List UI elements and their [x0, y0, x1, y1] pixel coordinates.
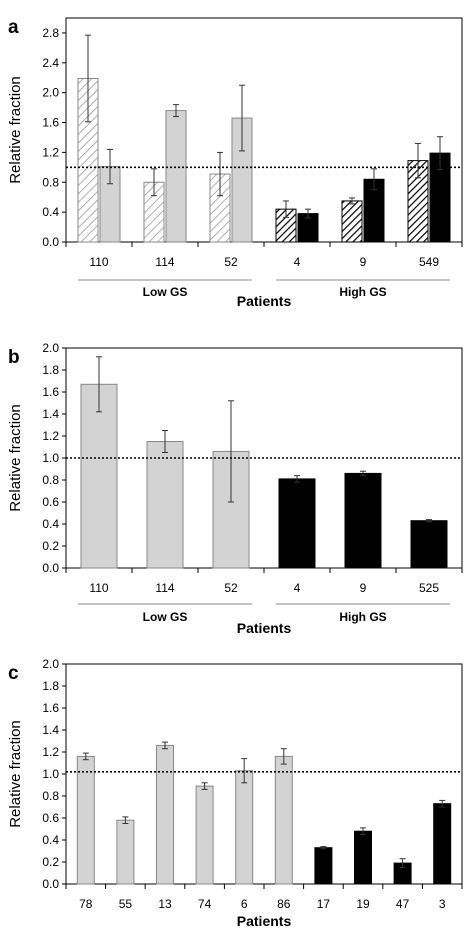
- x-tick-label: 3: [439, 897, 446, 911]
- y-tick-label: 1.8: [42, 679, 59, 693]
- y-tick-label: 0.0: [42, 561, 59, 575]
- y-tick-label: 0.8: [42, 175, 59, 189]
- x-tick-label: 78: [79, 897, 93, 911]
- y-tick-label: 0.8: [42, 473, 59, 487]
- x-tick-label: 52: [224, 581, 238, 595]
- x-axis-label: Patients: [237, 913, 292, 929]
- y-tick-label: 0.0: [42, 235, 59, 249]
- x-tick-label: 52: [224, 255, 238, 269]
- panel-label: c: [8, 663, 19, 684]
- x-axis-label: Patients: [237, 293, 292, 309]
- x-tick-label: 55: [119, 897, 133, 911]
- y-tick-label: 0.4: [42, 205, 59, 219]
- x-axis-label: Patients: [237, 620, 292, 636]
- chart-panel-a: a 0.0 0.4 0.8 1.2 1.6 2.0 2.4 2.8 Relative fracti…: [7, 17, 463, 309]
- bar-4: [278, 478, 316, 569]
- y-axis-label: Relative fraction: [7, 76, 24, 184]
- x-tick-label: 9: [360, 255, 367, 269]
- bar-114-s2: [165, 110, 187, 243]
- bar-74: [195, 785, 214, 885]
- y-tick-label: 0.4: [42, 517, 59, 531]
- bar-86: [274, 755, 293, 885]
- group-label: High GS: [339, 285, 386, 299]
- y-tick-label: 1.2: [42, 145, 59, 159]
- y-tick-label: 0.2: [42, 855, 59, 869]
- y-tick-label: 0.0: [42, 877, 59, 891]
- bar-6: [235, 770, 254, 885]
- y-axis-label: Relative fraction: [7, 404, 24, 512]
- bar-110: [80, 383, 118, 569]
- y-tick-label: 0.6: [42, 495, 59, 509]
- y-tick-label: 0.8: [42, 789, 59, 803]
- group-label: Low GS: [143, 285, 188, 299]
- x-tick-label: 110: [89, 581, 108, 595]
- panel-label: a: [8, 17, 19, 38]
- x-tick-label: 4: [294, 581, 301, 595]
- x-tick-label: 86: [277, 897, 291, 911]
- group-label: Low GS: [143, 610, 188, 624]
- y-tick-label: 1.6: [42, 385, 59, 399]
- y-tick-label: 1.6: [42, 116, 59, 130]
- bar-114: [146, 441, 184, 569]
- x-tick-label: 47: [396, 897, 410, 911]
- bar-9-s1: [341, 200, 363, 243]
- x-tick-label: 6: [241, 897, 248, 911]
- y-axis-label: Relative fraction: [7, 720, 24, 828]
- y-tick-label: 1.2: [42, 429, 59, 443]
- bar-55: [116, 819, 135, 885]
- chart-panel-b: b 0.0 0.2 0.4 0.6 0.8 1.0 1.2 1.4 1.6 1.8 2.0 Relati…: [7, 341, 463, 636]
- y-tick-label: 1.0: [42, 767, 59, 781]
- x-tick-label: 74: [198, 897, 212, 911]
- x-tick-label: 13: [158, 897, 172, 911]
- y-tick-label: 2.0: [42, 341, 59, 355]
- x-tick-label: 17: [317, 897, 331, 911]
- y-tick-label: 1.4: [42, 723, 59, 737]
- bar-525: [410, 520, 448, 569]
- y-tick-label: 0.2: [42, 539, 59, 553]
- x-tick-label: 114: [155, 581, 174, 595]
- y-tick-label: 2.8: [42, 26, 59, 40]
- y-tick-label: 1.2: [42, 745, 59, 759]
- y-tick-label: 2.0: [42, 657, 59, 671]
- x-tick-label: 549: [419, 255, 439, 269]
- y-tick-label: 1.8: [42, 363, 59, 377]
- x-tick-label: 9: [360, 581, 367, 595]
- x-tick-label: 114: [155, 255, 174, 269]
- chart-panel-c: c 0.0 0.2 0.4 0.6 0.8 1.0 1.2 1.4 1.6 1.8 2.0 Relati…: [7, 657, 463, 929]
- y-tick-label: 2.4: [42, 56, 59, 70]
- y-tick-label: 0.6: [42, 811, 59, 825]
- y-tick-label: 1.4: [42, 407, 59, 421]
- bar-19: [354, 830, 372, 885]
- y-tick-label: 1.0: [42, 451, 59, 465]
- x-tick-label: 4: [294, 255, 301, 269]
- bar-9: [344, 472, 382, 569]
- group-label: High GS: [339, 610, 386, 624]
- panel-label: b: [8, 347, 20, 368]
- y-tick-label: 1.6: [42, 701, 59, 715]
- x-tick-label: 110: [89, 255, 108, 269]
- bar-78: [76, 755, 95, 885]
- bar-13: [156, 744, 174, 885]
- x-tick-label: 525: [419, 581, 439, 595]
- x-tick-label: 19: [356, 897, 370, 911]
- bar-3: [433, 803, 452, 885]
- y-tick-label: 0.4: [42, 833, 59, 847]
- y-tick-label: 2.0: [42, 86, 59, 100]
- plot-frame: [65, 17, 463, 243]
- bar-17: [314, 847, 333, 885]
